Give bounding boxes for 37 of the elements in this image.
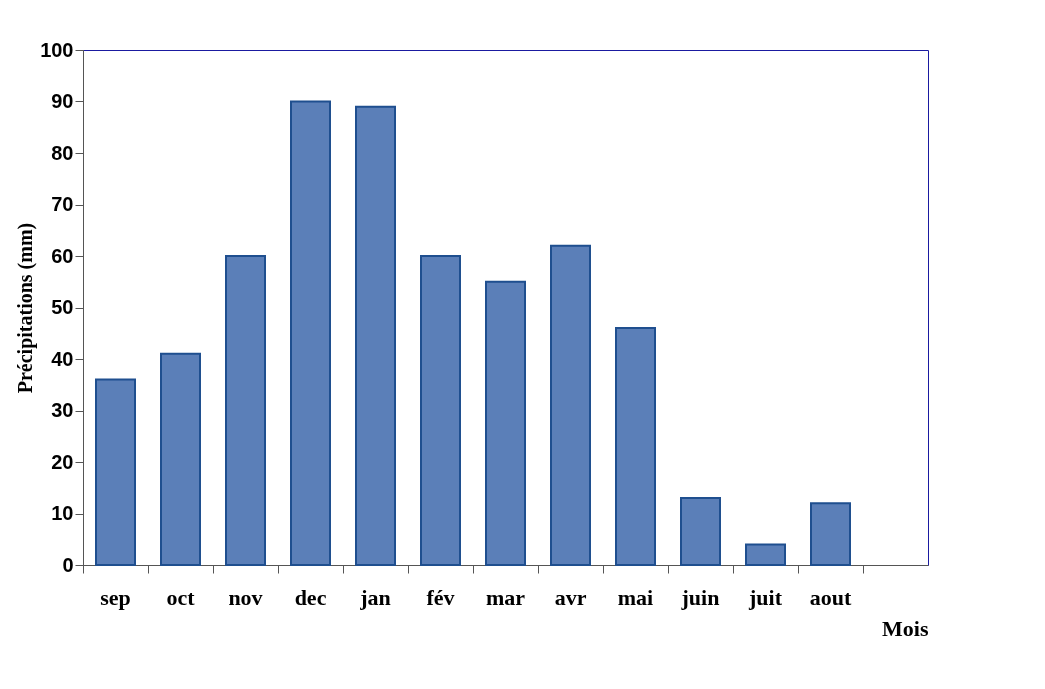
x-tick-label: juit <box>748 584 783 610</box>
x-tick-label: avr <box>554 584 587 610</box>
y-tick-label: 60 <box>51 244 74 267</box>
bar <box>745 543 786 566</box>
bar <box>420 255 461 566</box>
y-tick-label: 40 <box>51 347 74 370</box>
y-tick-label: 10 <box>51 502 74 524</box>
y-tick-label: 20 <box>51 450 74 473</box>
bar <box>810 502 851 566</box>
x-tick-label: juin <box>680 584 720 610</box>
bar <box>290 100 331 566</box>
x-tick-label: oct <box>166 584 196 610</box>
y-tick-label: 70 <box>51 193 74 215</box>
y-tick-label: 50 <box>51 296 74 318</box>
bar <box>95 378 136 566</box>
y-tick-label: 0 <box>62 553 74 576</box>
bar <box>550 244 591 566</box>
bar <box>225 255 266 566</box>
bar <box>355 105 396 566</box>
y-axis-title: Précipitations (mm) <box>14 222 38 394</box>
y-tick-label: 30 <box>51 399 74 421</box>
x-tick-label: nov <box>228 584 263 610</box>
bar <box>615 327 656 566</box>
y-tick-label: 80 <box>51 141 74 164</box>
bar <box>485 280 526 566</box>
x-tick-label: jan <box>359 584 391 610</box>
y-tick-label: 100 <box>40 38 74 61</box>
x-tick-label: mar <box>485 584 526 610</box>
x-tick-label: dec <box>294 584 327 610</box>
x-tick-label: mai <box>617 584 654 610</box>
x-axis-title: Mois <box>882 615 929 641</box>
x-tick-label: aout <box>809 584 852 610</box>
bar <box>160 352 201 566</box>
x-tick-label: fév <box>426 584 455 610</box>
x-tick-label: sep <box>100 584 131 610</box>
bar <box>680 497 721 566</box>
y-tick-label: 90 <box>51 90 74 112</box>
